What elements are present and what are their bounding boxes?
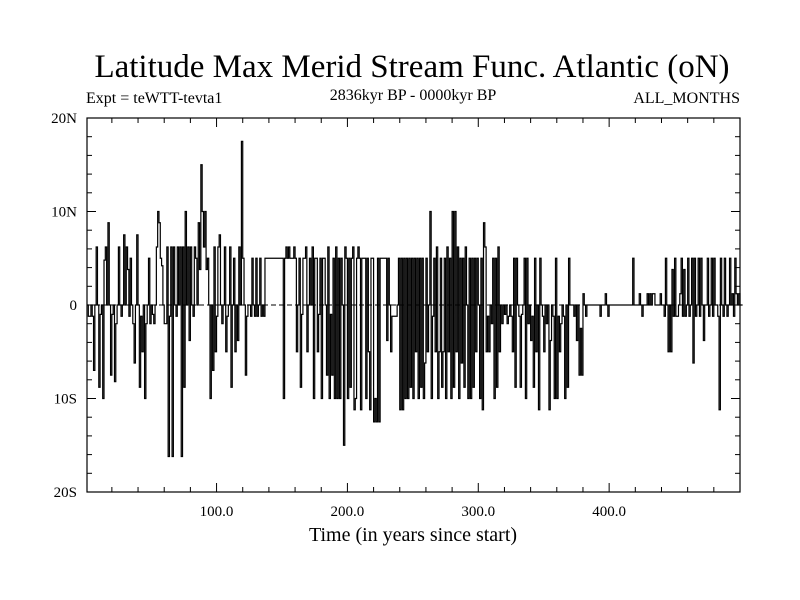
y-tick-label: 10S (54, 392, 77, 408)
experiment-label: Expt = teWTT-tevta1 (86, 90, 222, 107)
y-tick-label: 0 (70, 298, 78, 314)
chart-title: Latitude Max Merid Stream Func. Atlantic… (94, 49, 729, 85)
x-tick-label: 300.0 (461, 504, 495, 520)
x-tick-label: 400.0 (592, 504, 626, 520)
series-line-0 (87, 140, 743, 458)
time-range-label: 2836kyr BP - 0000kyr BP (330, 87, 497, 104)
y-tick-label: 20S (54, 485, 77, 501)
y-tick-label: 10N (51, 205, 77, 221)
x-axis-label: Time (in years since start) (309, 524, 517, 546)
months-label: ALL_MONTHS (633, 90, 740, 107)
plot-area: 20N 10N 0 10S 20S 100.0 200.0 300.0 400.0 (51, 111, 743, 520)
y-tick-label: 20N (51, 111, 77, 127)
x-tick-label: 200.0 (331, 504, 365, 520)
x-tick-label: 100.0 (200, 504, 234, 520)
